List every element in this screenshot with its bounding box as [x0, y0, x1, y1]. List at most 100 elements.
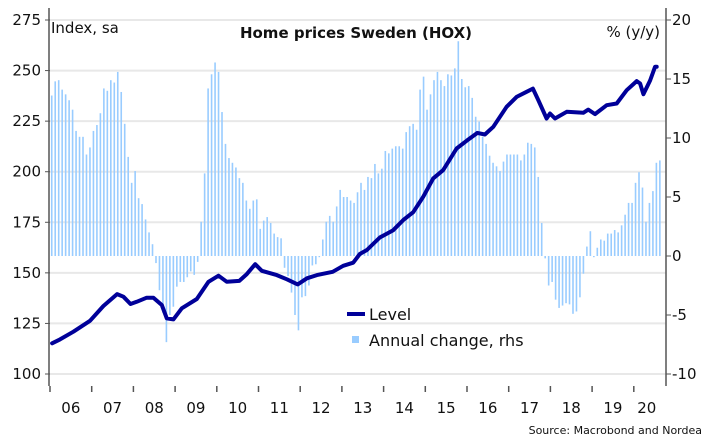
- annual-change-bar: [394, 146, 397, 256]
- annual-change-bar: [589, 231, 592, 256]
- annual-change-bar: [116, 71, 119, 256]
- annual-change-bar: [426, 109, 428, 257]
- annual-change-bar: [481, 136, 484, 256]
- annual-change-bar: [99, 113, 102, 256]
- annual-change-bar: [450, 75, 453, 257]
- x-tick-label: 13: [353, 399, 372, 417]
- x-tick-labels: 06 07 08 09 10 11 12 13 14 15 16 17 18 19 20: [61, 399, 656, 417]
- annual-change-bar: [412, 123, 414, 256]
- annual-change-bar: [513, 154, 515, 256]
- annual-change-bar: [558, 256, 560, 308]
- annual-change-bar: [544, 256, 546, 259]
- annual-change-bar: [172, 256, 175, 307]
- annual-change-bar: [405, 132, 407, 256]
- annual-change-bar: [606, 233, 609, 256]
- annual-change-bar: [120, 91, 123, 256]
- annual-change-bar: [238, 178, 241, 256]
- left-tick-label: 275: [12, 11, 41, 29]
- annual-change-bar: [165, 256, 168, 343]
- annual-change-bar: [485, 143, 487, 256]
- annual-change-bar: [245, 200, 248, 256]
- annual-change-bar: [596, 247, 599, 256]
- annual-change-bar: [64, 94, 67, 256]
- annual-change-bar: [262, 220, 265, 256]
- annual-change-bar: [363, 189, 366, 256]
- annual-change-bar: [374, 163, 376, 256]
- right-tick-label: 15: [672, 70, 691, 88]
- annual-change-bar: [415, 129, 418, 256]
- gridlines: [50, 19, 666, 375]
- annual-change-bar: [582, 256, 585, 274]
- annual-change-bar: [332, 221, 335, 256]
- annual-change-bar: [127, 156, 129, 256]
- annual-change-bar: [78, 136, 81, 256]
- annual-change-bar: [474, 116, 477, 256]
- chart-title: Home prices Sweden (HOX): [240, 24, 472, 42]
- annual-change-bar: [572, 256, 574, 314]
- annual-change-bar: [217, 71, 220, 256]
- annual-change-bar: [141, 204, 143, 256]
- annual-change-bar: [189, 256, 192, 272]
- annual-change-bar: [54, 81, 57, 256]
- x-tick-label: 19: [603, 399, 622, 417]
- annual-change-bar: [533, 147, 536, 256]
- annual-change-bar: [579, 256, 581, 298]
- annual-change-bar: [641, 187, 644, 256]
- annual-change-bar: [321, 239, 324, 256]
- annual-change-bar: [224, 143, 227, 256]
- annual-change-bar: [492, 162, 494, 256]
- annual-change-bar: [356, 192, 359, 256]
- annual-change-bar: [134, 171, 136, 256]
- annual-change-bar: [624, 214, 626, 256]
- left-tick-label: 250: [12, 62, 41, 80]
- annual-change-bar: [388, 153, 390, 256]
- annual-change-bar: [499, 171, 501, 256]
- annual-change-bar: [123, 123, 126, 256]
- legend-annual-change-label: Annual change, rhs: [369, 331, 524, 350]
- left-tick-label: 125: [12, 314, 41, 332]
- x-tick-label: 07: [103, 399, 122, 417]
- x-tick-label: 06: [61, 399, 80, 417]
- annual-change-bar: [203, 173, 206, 256]
- annual-change-bar: [454, 68, 456, 256]
- annual-change-bar: [506, 154, 508, 256]
- annual-change-bar: [92, 130, 95, 256]
- annual-change-bar: [304, 256, 307, 297]
- annual-change-bar: [283, 256, 286, 268]
- annual-change-bar: [603, 240, 606, 256]
- source-note: Source: Macrobond and Nordea: [529, 424, 702, 437]
- annual-change-bar: [255, 199, 258, 256]
- annual-change-bar: [113, 82, 116, 256]
- x-tick-label: 14: [395, 399, 414, 417]
- annual-change-bar: [655, 162, 658, 256]
- annual-change-bar: [162, 256, 164, 313]
- right-tick-label: 0: [672, 247, 682, 265]
- annual-change-bar: [384, 150, 387, 256]
- left-tick-label: 175: [12, 213, 41, 231]
- annual-change-bar: [200, 221, 202, 256]
- x-tick-label: 08: [145, 399, 164, 417]
- annual-change-bar: [554, 256, 557, 300]
- annual-change-bar: [540, 222, 543, 256]
- annual-change-bar: [297, 256, 300, 331]
- annual-change-bar: [381, 168, 383, 256]
- annual-change-bar: [151, 244, 154, 256]
- annual-change-bar: [249, 208, 251, 256]
- annual-change-bar: [273, 233, 275, 256]
- annual-change-bar: [342, 197, 345, 256]
- annual-change-bar: [568, 256, 571, 305]
- left-tick-label: 150: [12, 264, 41, 282]
- annual-change-bar: [648, 202, 651, 256]
- right-tick-label: 10: [672, 129, 691, 147]
- annual-change-bar: [148, 232, 150, 256]
- right-tick-label: -5: [672, 306, 687, 324]
- right-tick-label: 20: [672, 11, 691, 29]
- annual-change-bar: [460, 79, 463, 256]
- annual-change-bar: [627, 202, 630, 256]
- annual-change-bar: [193, 256, 196, 275]
- annual-change-bar: [210, 74, 213, 256]
- annual-change-bar: [221, 112, 223, 256]
- annual-change-bar: [96, 125, 98, 257]
- annual-change-bar: [82, 136, 84, 256]
